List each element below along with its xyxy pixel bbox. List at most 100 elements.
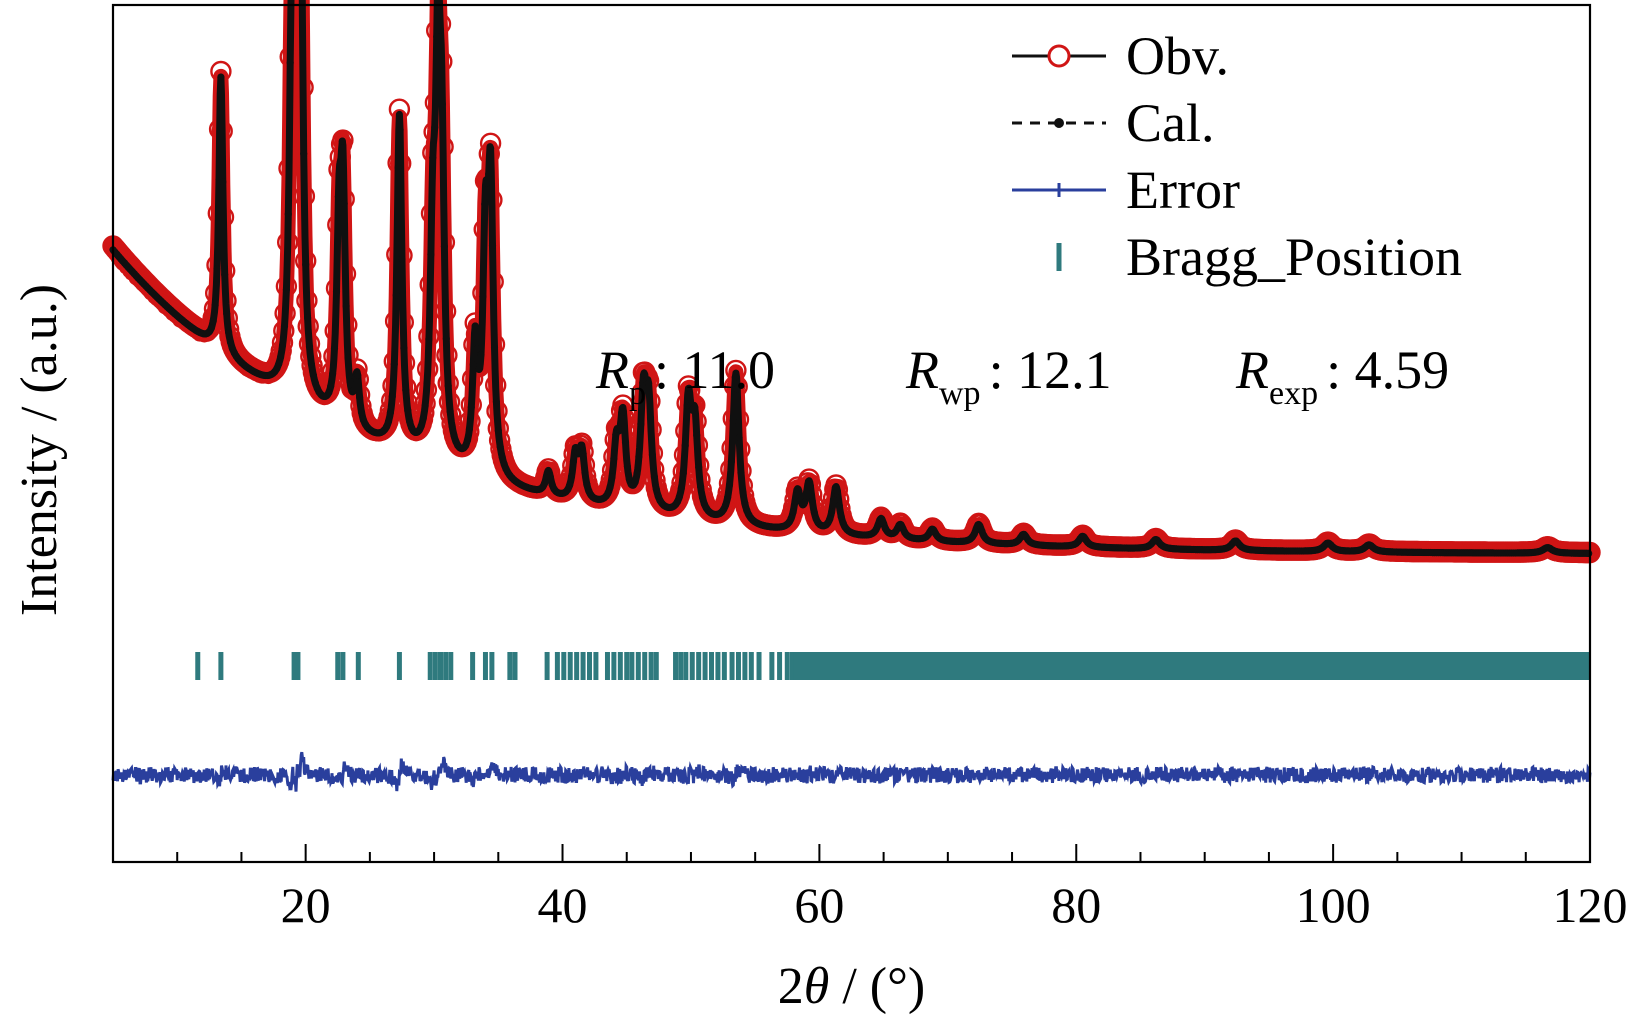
cal-point xyxy=(398,255,406,263)
x-axis-label-unit: / (°) xyxy=(829,958,925,1015)
cal-point xyxy=(284,210,292,218)
cal-point xyxy=(487,144,495,152)
cal-point xyxy=(334,193,342,201)
cal-point xyxy=(213,265,221,273)
cal-point xyxy=(835,501,843,510)
cal-point xyxy=(679,469,687,477)
r-factor-subscript: exp xyxy=(1269,375,1318,412)
cal-point xyxy=(384,417,393,426)
cal-point xyxy=(496,443,504,451)
cal-point xyxy=(650,473,659,481)
cal-point xyxy=(275,360,283,368)
legend-obv-marker xyxy=(1047,44,1071,68)
plot-frame xyxy=(111,3,1592,864)
cal-point xyxy=(795,487,803,495)
cal-point xyxy=(278,341,287,350)
cal-point xyxy=(725,481,734,489)
cal-point xyxy=(498,453,506,461)
cal-point xyxy=(837,513,845,521)
cal-point xyxy=(544,466,553,475)
x-axis-label-prefix: 2 xyxy=(778,958,804,1015)
cal-point xyxy=(471,322,479,330)
cal-point xyxy=(567,473,576,481)
cal-point xyxy=(342,302,350,310)
cal-point xyxy=(791,497,799,505)
axes xyxy=(111,3,1592,864)
cal-point xyxy=(423,379,431,387)
cal-point xyxy=(307,360,315,368)
cal-point xyxy=(735,433,743,442)
cal-point xyxy=(226,338,235,346)
cal-point xyxy=(421,402,429,410)
cal-point xyxy=(810,508,818,516)
cal-point xyxy=(304,314,312,322)
cal-point xyxy=(583,481,591,489)
cal-point xyxy=(338,137,346,145)
cal-point xyxy=(211,301,219,309)
cal-point xyxy=(808,497,816,505)
cal-point xyxy=(631,478,639,486)
x-tick-label: 100 xyxy=(1296,877,1371,933)
legend-cal-label: Cal. xyxy=(1126,93,1215,153)
cal-point xyxy=(329,370,337,378)
x-tick-label: 120 xyxy=(1553,877,1628,933)
cal-point xyxy=(444,382,452,390)
cal-point xyxy=(406,418,414,426)
series-error-line xyxy=(111,751,1592,792)
cal-point xyxy=(425,335,433,343)
cal-point xyxy=(327,382,335,390)
cal-point xyxy=(300,150,308,158)
r-factor-value: : 12.1 xyxy=(989,340,1112,400)
cal-point xyxy=(606,483,614,491)
cal-point xyxy=(731,373,739,381)
cal-point xyxy=(581,469,589,477)
r-factor-value: : 4.59 xyxy=(1326,340,1449,400)
cal-point xyxy=(691,403,699,411)
cal-point xyxy=(436,26,445,34)
x-tick-label: 20 xyxy=(281,877,331,933)
cal-point xyxy=(623,462,632,471)
cal-point xyxy=(438,100,446,108)
cal-point xyxy=(806,482,815,490)
cal-point xyxy=(400,344,408,352)
cal-point xyxy=(463,436,472,444)
cal-point xyxy=(419,415,427,423)
cal-point xyxy=(577,441,585,449)
cal-point xyxy=(801,498,809,506)
cal-point xyxy=(286,59,294,67)
cal-point xyxy=(787,514,795,523)
legend-bragg-label: Bragg_Position xyxy=(1126,227,1462,287)
cal-point xyxy=(616,425,624,433)
cal-point xyxy=(386,409,394,417)
cal-point xyxy=(648,451,657,459)
cal-point xyxy=(390,360,398,368)
cal-point xyxy=(546,473,554,481)
cal-point xyxy=(479,292,487,300)
cal-point xyxy=(309,371,317,379)
r-factor-subscript: wp xyxy=(939,375,981,412)
legend-cal-marker xyxy=(1054,118,1064,128)
cal-point xyxy=(277,353,285,361)
cal-point xyxy=(392,291,400,299)
plot-area xyxy=(102,0,1601,792)
r-factor-p: Rp: 11.0 xyxy=(595,340,775,412)
cal-point xyxy=(646,414,655,422)
legend: Obv. Cal. Error Bragg_Position xyxy=(1012,26,1462,287)
x-axis-label-theta: θ xyxy=(804,958,830,1015)
cal-point xyxy=(874,521,882,530)
cal-point xyxy=(604,489,612,497)
cal-point xyxy=(727,457,736,466)
cal-point xyxy=(826,515,834,523)
cal-point xyxy=(219,178,227,186)
cal-point xyxy=(332,288,341,296)
x-tick-label: 60 xyxy=(794,877,844,933)
cal-point xyxy=(724,494,732,502)
cal-point xyxy=(346,377,354,386)
cal-point xyxy=(739,488,747,496)
cal-point xyxy=(465,425,473,433)
legend-error-label: Error xyxy=(1126,160,1240,220)
r-factor-symbol: R xyxy=(1235,340,1269,400)
cal-point xyxy=(394,164,402,172)
cal-point xyxy=(619,408,628,416)
cal-point xyxy=(741,500,749,508)
